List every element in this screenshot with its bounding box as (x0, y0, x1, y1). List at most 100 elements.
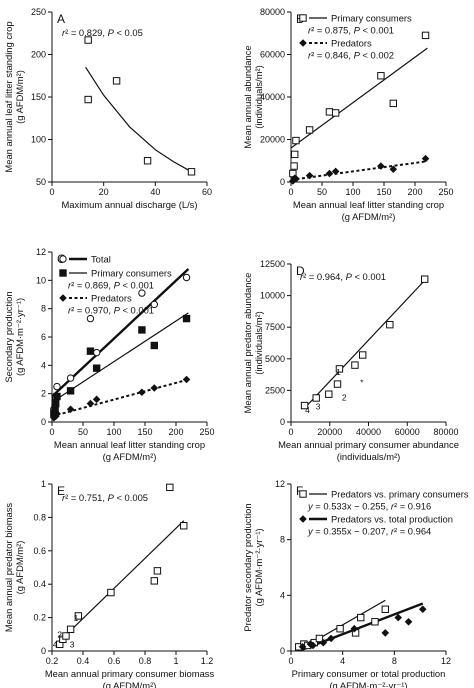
data-point (138, 289, 146, 297)
x-axis-label: Primary consumer or total production (292, 668, 446, 679)
data-point (319, 638, 328, 647)
y-tick-label: 8 (41, 304, 46, 314)
data-point (335, 365, 344, 373)
data-point (381, 605, 389, 613)
data-point (327, 634, 335, 643)
data-point (182, 375, 191, 384)
point-label: * (360, 377, 364, 387)
fit-line (290, 47, 428, 149)
x-tick-label: 0 (49, 427, 54, 437)
fit-line (304, 279, 426, 409)
x-tick-label: 40 (150, 187, 160, 197)
data-point (325, 390, 333, 398)
x-tick-label: 8 (392, 656, 397, 666)
x-tick-label: 0 (288, 656, 293, 666)
data-point (357, 613, 365, 622)
legend-stat: y = 0.533x − 0.255, r² = 0.916 (307, 500, 431, 511)
fit-line (290, 160, 428, 181)
y-tick-label: 10000 (260, 291, 285, 301)
data-point (92, 364, 101, 372)
legend-marker (299, 515, 307, 523)
data-point (53, 409, 61, 418)
data-point (371, 618, 379, 626)
data-point (325, 108, 334, 116)
legend-marker (59, 294, 67, 302)
data-point (358, 351, 367, 359)
x-tick-label: 80000 (433, 427, 458, 437)
x-axis-label-units: (g AFDM/m²) (342, 211, 396, 222)
legend-entry: Total (59, 253, 111, 264)
y-tick-label: 2 (41, 389, 46, 399)
x-tick-label: 1.2 (201, 656, 214, 666)
legend-label: Predators (91, 292, 132, 303)
y-tick-label: 12500 (260, 259, 285, 269)
data-point (66, 405, 75, 414)
x-tick-label: 0.2 (46, 656, 59, 666)
panel-c: C050100150200250024681012Mean annual lea… (3, 247, 215, 462)
y-tick-label: 0.2 (33, 613, 46, 623)
panel-letter: D (296, 264, 305, 278)
panel-d: D 0 20000 40000 60000 80000 0 2500 5000 7500 10000… (242, 259, 459, 462)
x-tick-label: 0 (49, 187, 54, 197)
legend-stat: r² = 0.869, P < 0.001 (68, 279, 154, 290)
y-tick-label: 50 (36, 177, 46, 187)
y-tick-label: 0.6 (33, 546, 46, 556)
y-axis-label: Secondary production (3, 291, 14, 382)
data-point (112, 77, 121, 85)
y-tick-label: 250 (31, 7, 46, 17)
y-axis-label: Mean annual predator abundance (242, 273, 253, 414)
y-tick-label: 150 (31, 92, 46, 102)
y-axis-label-units: (individuals/m²) (253, 65, 264, 129)
x-axis-label-units: (g AFDM/m²) (103, 680, 157, 688)
data-point (315, 634, 324, 643)
data-point (290, 162, 298, 170)
y-tick-label: 80000 (260, 7, 285, 17)
legend-label: Predators vs. primary consumers (331, 488, 469, 499)
point-label: 3 (316, 401, 321, 411)
data-point (350, 624, 359, 633)
x-tick-label: 200 (168, 427, 183, 437)
x-tick-label: 4 (340, 656, 345, 666)
legend-marker (299, 39, 307, 47)
x-tick-label: 12 (441, 656, 451, 666)
x-axis-label: Mean annual primary consumer biomass (45, 668, 215, 679)
legend-marker (299, 490, 307, 498)
data-point (421, 31, 430, 40)
data-point (420, 275, 429, 283)
y-tick-label: 0.8 (33, 512, 46, 522)
y-axis-label: Predator secondary production (242, 503, 253, 631)
data-point (389, 165, 398, 174)
panel-a: A 0 20 40 60 50 100 150 200 250 Maximum annual dis… (3, 7, 212, 210)
data-point (66, 374, 75, 382)
data-point (312, 394, 320, 402)
stat-annotation: r² = 0.751, P < 0.005 (62, 492, 148, 503)
y-tick-label: 7500 (265, 322, 285, 332)
x-axis-label-units: (g AFDM·m⁻²·yr⁻¹) (329, 680, 407, 688)
data-point (182, 273, 191, 282)
legend-stat: r² = 0.875, P < 0.001 (308, 24, 394, 35)
data-point (309, 641, 317, 650)
y-tick-label: 100 (31, 135, 46, 145)
data-point (143, 157, 152, 165)
x-tick-label: 150 (376, 187, 391, 197)
data-point (53, 392, 61, 401)
x-tick-label: 250 (438, 187, 453, 197)
data-point (92, 395, 101, 404)
x-tick-label: 60 (202, 187, 212, 197)
data-point (187, 168, 196, 176)
y-tick-label: 12 (275, 479, 285, 489)
point-label: 2 (57, 630, 62, 640)
data-point (292, 175, 300, 183)
data-point (182, 314, 191, 323)
y-tick-label: 0 (280, 646, 285, 656)
data-point (84, 95, 92, 104)
legend-label: Predators vs. total production (331, 513, 453, 524)
x-tick-label: 200 (407, 187, 422, 197)
data-point (381, 629, 390, 637)
data-point (305, 126, 314, 134)
y-tick-label: 20000 (260, 135, 285, 145)
x-tick-label: 100 (345, 187, 360, 197)
